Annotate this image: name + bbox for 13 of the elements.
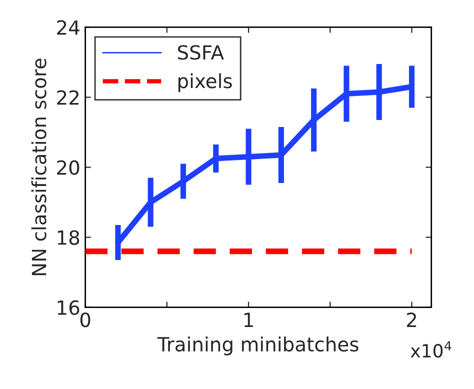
x-tick-label: 2 — [406, 312, 416, 327]
y-axis-title: NN classification score — [31, 58, 46, 276]
text: x10$^{4}$ — [410, 341, 452, 358]
y-tick-label: 18 — [58, 230, 80, 245]
y-tick-label: 22 — [57, 90, 79, 105]
y-tick-label: 24 — [57, 20, 80, 35]
x-tick-label: 0 — [80, 312, 90, 328]
y-tick-label: 20 — [57, 160, 80, 175]
legend-label: pixels — [178, 73, 232, 92]
x-axis-title: Training minibatches — [157, 336, 358, 356]
y-tick-label: 16 — [58, 300, 80, 315]
legend-label: SSFA — [178, 45, 224, 60]
x-tick-label: 1 — [244, 312, 253, 327]
